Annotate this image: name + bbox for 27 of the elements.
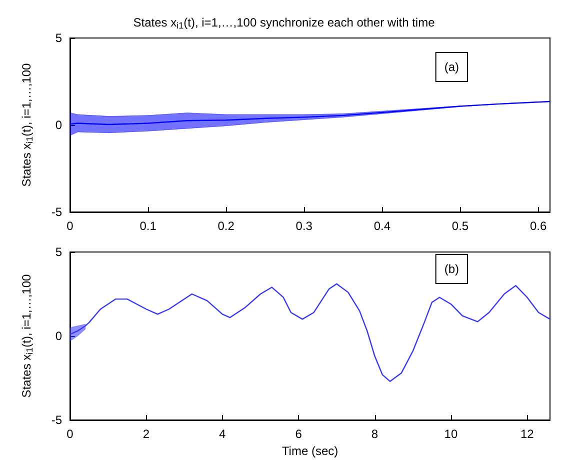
y-tick-label: -5 xyxy=(51,205,62,219)
x-tick-label: 0.3 xyxy=(296,219,313,233)
line-series xyxy=(69,100,551,126)
x-tick-label: 12 xyxy=(520,427,534,441)
y-tick-label: 5 xyxy=(55,245,62,259)
x-tick-label: 0 xyxy=(66,219,74,233)
x-tick-label: 8 xyxy=(371,427,378,441)
y-tick-label: -5 xyxy=(51,413,62,427)
line-series xyxy=(69,283,551,382)
x-tick-label: 0 xyxy=(66,427,74,441)
x-tick-label: 4 xyxy=(219,427,226,441)
x-tick-label: 6 xyxy=(295,427,302,441)
x-tick-label: 2 xyxy=(142,427,150,441)
y-axis-title: States xi1(t), i=1,…,100 xyxy=(20,62,34,187)
x-tick-label: 0.5 xyxy=(452,219,469,233)
x-tick-label: 10 xyxy=(444,427,458,441)
annotation: (a) xyxy=(444,60,460,74)
x-tick-label: 0.4 xyxy=(374,219,391,233)
y-tick-label: 5 xyxy=(55,31,62,45)
y-axis-title: States xi1(t), i=1,…,100 xyxy=(20,274,34,398)
y-tick-label: 0 xyxy=(55,118,62,132)
y-tick-label: 0 xyxy=(55,329,62,343)
x-tick-label: 0.1 xyxy=(140,219,157,233)
x-axis-title: Time (sec) xyxy=(282,444,338,458)
annotation: (b) xyxy=(444,262,460,276)
x-tick-label: 0.2 xyxy=(218,219,235,233)
x-tick-label: 0.6 xyxy=(530,219,547,233)
